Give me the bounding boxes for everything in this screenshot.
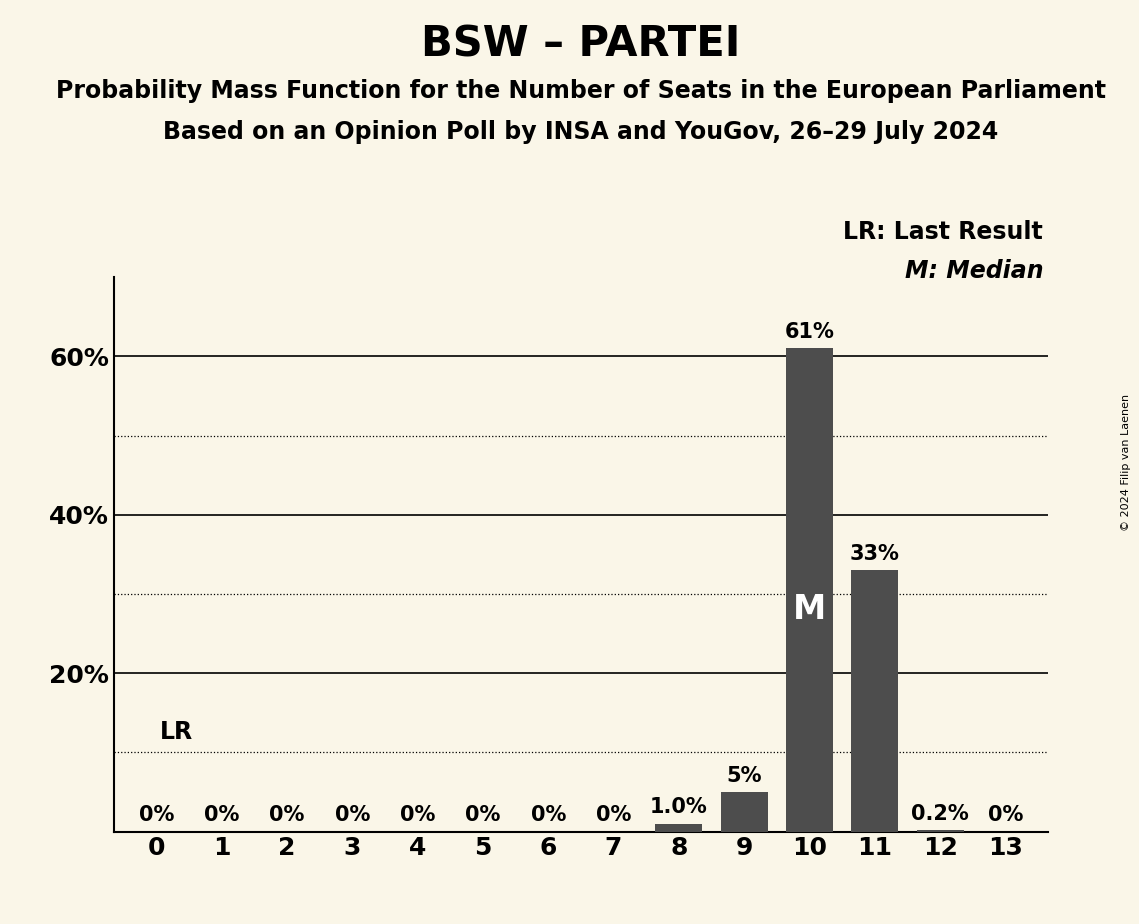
Bar: [917, 830, 964, 832]
Text: 61%: 61%: [785, 322, 835, 342]
Text: 0%: 0%: [269, 805, 304, 825]
Text: LR: LR: [159, 721, 192, 745]
Text: 1.0%: 1.0%: [650, 797, 707, 818]
Text: 0%: 0%: [465, 805, 501, 825]
Text: M: Median: M: Median: [904, 259, 1043, 283]
Text: 0%: 0%: [204, 805, 239, 825]
Text: Based on an Opinion Poll by INSA and YouGov, 26–29 July 2024: Based on an Opinion Poll by INSA and You…: [163, 120, 999, 144]
Text: LR: Last Result: LR: Last Result: [844, 220, 1043, 244]
Text: 0%: 0%: [139, 805, 174, 825]
Text: 33%: 33%: [850, 544, 900, 564]
Text: 0%: 0%: [400, 805, 435, 825]
Text: M: M: [793, 593, 826, 626]
Bar: [786, 348, 833, 832]
Bar: [721, 792, 768, 832]
Text: © 2024 Filip van Laenen: © 2024 Filip van Laenen: [1121, 394, 1131, 530]
Bar: [655, 823, 703, 832]
Text: 0%: 0%: [596, 805, 631, 825]
Text: 0%: 0%: [531, 805, 566, 825]
Text: BSW – PARTEI: BSW – PARTEI: [421, 23, 740, 65]
Text: 0.2%: 0.2%: [911, 804, 969, 823]
Bar: [851, 570, 899, 832]
Text: Probability Mass Function for the Number of Seats in the European Parliament: Probability Mass Function for the Number…: [56, 79, 1106, 103]
Text: 0%: 0%: [988, 805, 1023, 825]
Text: 0%: 0%: [335, 805, 370, 825]
Text: 5%: 5%: [727, 766, 762, 785]
